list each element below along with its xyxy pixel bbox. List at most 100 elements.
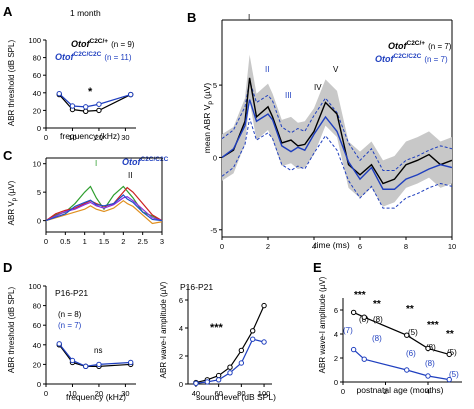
legend-gene: Otof [55, 52, 74, 62]
legend-n: (n = 11) [104, 53, 132, 62]
panel-b-legend-2: OtofC2C/C2C (n = 7) [375, 53, 448, 64]
data-point [404, 332, 410, 338]
chart-c: 0 0.5 1 1.5 2 2.5 3 0 5 10 [33, 157, 164, 246]
panel-a-annotation: 1 month [70, 8, 101, 18]
y-tick-label: 20 [33, 106, 41, 115]
legend-gene: Otof [388, 41, 407, 51]
panel-a-xlabel: frequency (kHz) [60, 131, 120, 141]
ylabel-unit: (µV) [202, 83, 212, 99]
x-tick-label: 8 [404, 242, 408, 251]
legend-gene: Otof [71, 39, 90, 49]
x-tick-label: 30 [121, 389, 129, 398]
panel-e-n-black-4: (5) [447, 348, 457, 357]
panel-b-ylabel: mean ABR Vp (µV) [202, 83, 214, 154]
sem-upper-line [221, 80, 453, 171]
panel-a-ylabel: ABR threshold (dB SPL) [7, 40, 16, 127]
sem-lower-line [221, 118, 453, 209]
ylabel-sub: p [12, 197, 18, 201]
data-point [83, 104, 89, 110]
x-tick-label: 10 [448, 242, 456, 251]
panel-letter-a: A [3, 4, 13, 19]
chart-a: 0 10 20 30 0 20 40 60 80 100 [28, 36, 136, 142]
data-point [204, 379, 210, 385]
legend-n: (n = 9) [111, 40, 135, 49]
panel-e-n-blue-1: (8) [372, 334, 382, 343]
panel-e-star-3: *** [427, 320, 439, 331]
y-tick-label: 60 [33, 71, 41, 80]
x-tick-label: 3 [160, 237, 164, 246]
x-tick-label: 0 [341, 387, 345, 396]
x-tick-label: 10 [68, 133, 76, 142]
panel-d-right-xlabel: sound level (dB SPL) [196, 392, 276, 402]
series-line-2 [45, 199, 163, 225]
panel-b-legend-1: OtofC2C/+ (n = 7) [388, 40, 452, 51]
data-point [361, 314, 367, 320]
x-tick-label: 0.5 [60, 237, 70, 246]
panel-d-left-ns: ns [94, 346, 102, 355]
panel-b-xlabel: time (ms) [314, 240, 350, 250]
data-point [56, 341, 62, 347]
x-tick-label: 20 [95, 133, 103, 142]
panel-letter-d: D [3, 260, 12, 275]
x-tick-label: 100 [258, 389, 271, 398]
data-point [56, 90, 62, 97]
panel-c-wave-i: I [95, 159, 97, 168]
data-point [361, 356, 367, 362]
panel-letter-e: E [313, 260, 322, 275]
y-tick-label: 4 [334, 330, 338, 339]
series-line-4 [45, 194, 163, 222]
y-tick-label: 0 [334, 378, 338, 387]
x-tick-label: 1.5 [99, 237, 109, 246]
x-tick-label: 6 [358, 242, 362, 251]
y-tick-label: 0 [179, 380, 183, 389]
panel-d-left-n-blue: (n = 7) [58, 321, 82, 330]
panel-e-n-blue-2: (6) [406, 349, 416, 358]
panel-e-n-blue-0: (7) [343, 326, 353, 335]
y-tick-label: 80 [33, 54, 41, 63]
panel-e-ylabel: ABR wave-I amplitude (µV) [318, 276, 327, 373]
x-tick-label: 20 [95, 389, 103, 398]
data-point [83, 108, 89, 114]
title-genotype: C2C/C2C [141, 156, 169, 163]
y-tick-label: -5 [210, 226, 217, 235]
series-line-1 [353, 349, 450, 381]
data-point [128, 91, 134, 98]
y-tick-label: 0 [37, 380, 41, 389]
series-line-1 [221, 99, 453, 190]
x-tick-label: 2.5 [137, 237, 147, 246]
y-tick-label: 100 [28, 36, 41, 45]
data-point [250, 328, 256, 334]
y-tick-label: 80 [33, 302, 41, 311]
x-tick-label: 30 [121, 133, 129, 142]
panel-letter-b: B [187, 10, 196, 25]
legend-genotype: C2C/C2C [394, 53, 422, 60]
data-point [96, 107, 102, 114]
data-point [69, 357, 76, 364]
panel-d-right-ylabel: ABR wave-I amplitude (µV) [159, 281, 168, 378]
ylabel-sub: p [207, 101, 214, 105]
data-point [261, 302, 267, 309]
x-tick-label: 80 [237, 389, 245, 398]
title-gene: Otof [122, 157, 141, 167]
panel-d-left-xlabel: frequency (kHz) [66, 392, 126, 402]
legend-genotype: C2C/+ [90, 38, 109, 45]
y-tick-label: 6 [334, 306, 338, 315]
panel-e-xlabel: postnatal age (months) [357, 385, 444, 395]
panel-c-ylabel: ABR Vp(µV) [7, 180, 18, 225]
chart-b: 0 2 4 6 8 10-505 [210, 19, 456, 251]
x-tick-label: 0 [44, 133, 48, 142]
panel-d-right-title: P16-P21 [180, 282, 213, 292]
data-point [250, 336, 256, 342]
legend-n: (n = 7) [424, 55, 448, 64]
panel-e-n-black-1: (8) [373, 315, 383, 324]
y-tick-label: 2 [334, 354, 338, 363]
y-tick-label: 2 [179, 352, 183, 361]
data-point [261, 339, 267, 345]
wave-label-iii: III [285, 91, 292, 100]
wave-label-iv: IV [314, 83, 322, 92]
data-point [215, 377, 222, 383]
x-tick-label: 0 [220, 242, 224, 251]
panel-a-legend-1: OtofC2C/+ (n = 9) [71, 38, 135, 49]
y-tick-label: 20 [33, 360, 41, 369]
data-point [350, 309, 357, 316]
